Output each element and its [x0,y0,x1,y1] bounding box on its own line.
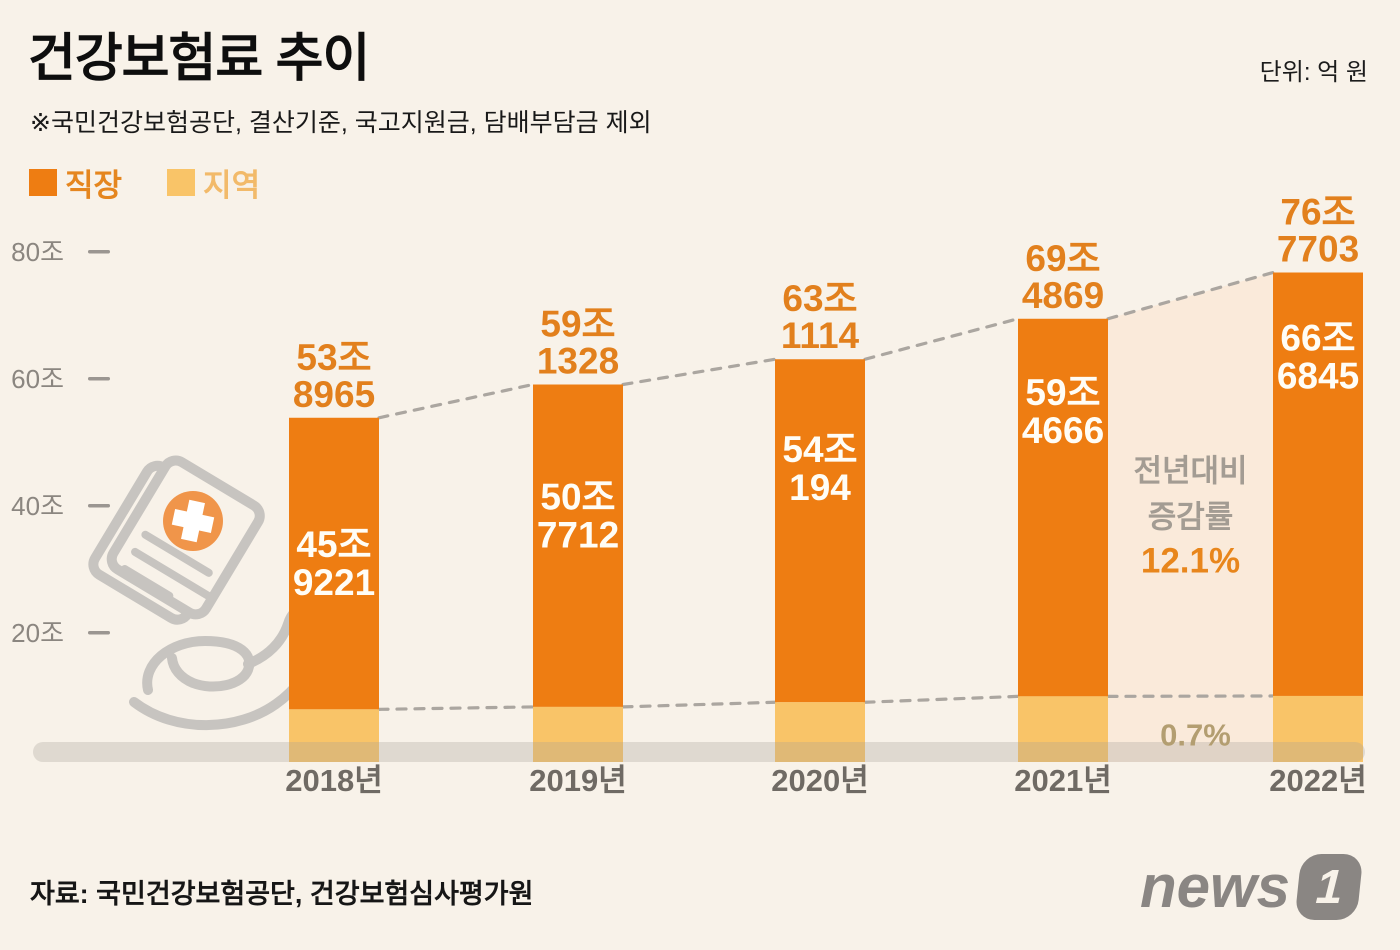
y-tick-label: 20조 [11,618,64,648]
bar-total-label-2020년: 63조 1114 [781,278,860,356]
y-tick-label: 80조 [11,237,64,267]
bar-regional-2019년 [533,706,623,762]
bar-total-label-2018년: 53조 8965 [293,336,375,414]
bar-employee-label-2019년: 50조 7712 [537,476,619,555]
y-tick-label: 40조 [11,491,64,521]
y-tick-mark [88,377,110,381]
y-tick-mark [88,504,110,508]
bar-regional-2021년 [1018,696,1108,762]
legend: 직장 지역 [29,160,260,205]
legend-swatch-employee [29,169,57,196]
bar-employee-2022년 [1273,272,1363,696]
x-axis-label-2020년: 2020년 [771,763,868,798]
bar-regional-2020년 [775,702,865,762]
legend-label-employee: 직장 [65,168,123,203]
bar-total-label-2021년: 69조 4869 [1022,237,1104,315]
y-tick-mark [88,250,110,254]
bar-employee-2018년 [289,417,379,710]
bar-employee-label-2021년: 59조 4666 [1022,371,1104,450]
bar-employee-label-2022년: 66조 6845 [1277,317,1359,396]
bar-regional-2022년 [1273,695,1363,762]
annotation-regional-change: 0.7% [1160,718,1231,753]
unit-note: 단위: 억 원 [1259,59,1368,86]
bar-employee-2019년 [533,384,623,707]
total-trend-dashed-line [377,270,1275,420]
y-tick-mark [88,631,110,635]
regional-trend-dashed-line [377,694,1275,711]
news1-logo: news 1 [1139,852,1364,921]
bar-total-label-2019년: 59조 1328 [537,303,619,381]
baseline-bar [33,742,1365,762]
bar-employee-label-2018년: 45조 9221 [293,523,375,602]
news1-logo-badge: 1 [1294,853,1364,920]
news1-logo-text: news [1139,853,1290,920]
annotation-title-line1: 전년대비 [1133,454,1247,489]
medical-document-icon [88,455,322,731]
annotation-employee-change: 12.1% [1141,542,1240,581]
footer-source: 자료: 국민건강보험공단, 건강보험심사평가원 [30,879,534,909]
y-tick-label: 60조 [11,364,64,394]
bar-employee-2021년 [1018,318,1108,697]
x-axis-label-2018년: 2018년 [285,763,382,798]
legend-swatch-regional [167,169,196,196]
x-axis-label-2019년: 2019년 [529,763,626,798]
bar-employee-2020년 [775,359,865,703]
bar-total-label-2022년: 76조 7703 [1277,191,1359,269]
page-title: 건강보험료 추이 [28,30,370,88]
x-axis-label-2021년: 2021년 [1014,763,1111,798]
x-axis-label-2022년: 2022년 [1269,763,1366,798]
bar-employee-label-2020년: 54조 194 [782,429,857,508]
legend-label-regional: 지역 [203,168,261,203]
highlight-band [1108,272,1273,762]
annotation-title-line2: 증감률 [1148,500,1234,535]
bar-regional-2018년 [289,709,379,762]
source-note: ※국민건강보험공단, 결산기준, 국고지원금, 담배부담금 제외 [30,109,652,137]
